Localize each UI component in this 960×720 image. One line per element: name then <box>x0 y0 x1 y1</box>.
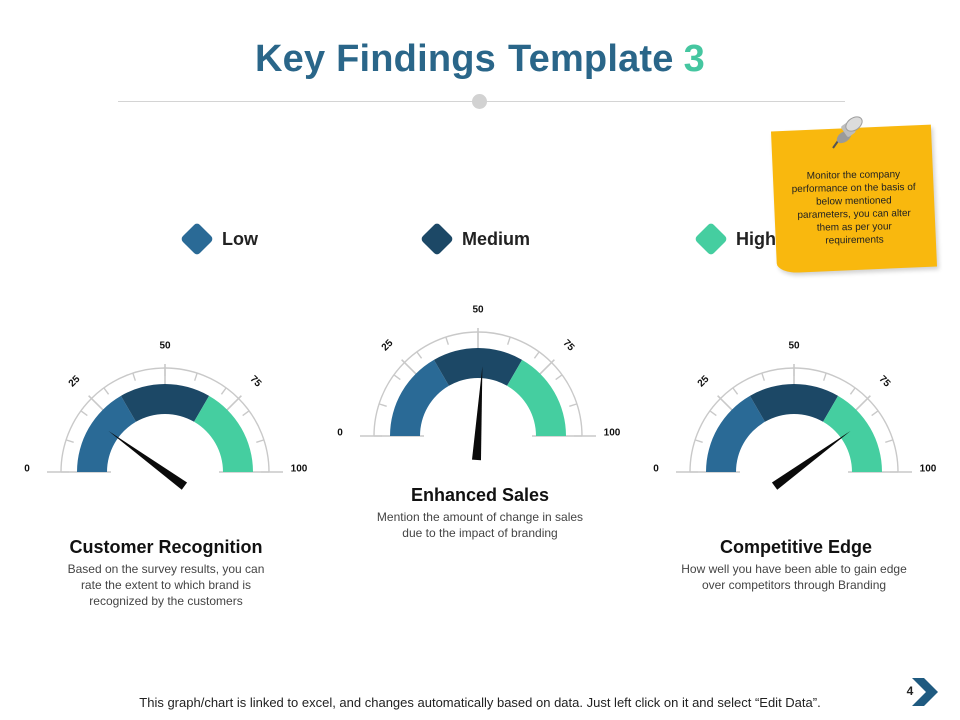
enhanced-sales-tick <box>555 374 563 381</box>
competitive-edge-tick <box>822 372 827 381</box>
gauge-svg-competitive-edge: 0 25 50 75 100 <box>653 341 937 490</box>
gauge-customer-recognition: 0 25 50 75 100 <box>24 330 315 490</box>
title-part1: Key Findings <box>255 38 497 80</box>
competitive-edge-needle <box>771 430 851 490</box>
competitive-edge-tick <box>732 387 739 395</box>
legend-item-low: Low <box>180 222 258 256</box>
customer-recognition-tick-label-50: 50 <box>159 341 171 352</box>
customer-recognition-band-high <box>194 395 253 472</box>
customer-recognition-tick <box>103 387 110 395</box>
customer-recognition-tick-label-0: 0 <box>24 464 30 475</box>
enhanced-sales-needle <box>472 366 483 461</box>
customer-recognition-needle <box>108 430 188 490</box>
competitive-edge-tick-label-25: 25 <box>696 373 712 389</box>
footer-note: This graph/chart is linked to excel, and… <box>139 695 821 710</box>
enhanced-sales-tick <box>506 336 511 345</box>
customer-recognition-title: Customer Recognition <box>69 537 263 557</box>
customer-recognition-band-medium <box>120 384 210 422</box>
customer-recognition-tick-label-25: 25 <box>67 373 83 389</box>
competitive-edge-band-high <box>823 395 882 472</box>
page-title: Key Findings Template 3 <box>0 38 960 81</box>
customer-recognition-tick <box>220 387 227 395</box>
competitive-edge-description: How well you have been able to gain edge… <box>681 562 907 592</box>
pushpin-icon <box>832 116 863 149</box>
competitive-edge-tick <box>885 439 894 444</box>
customer-recognition-description: Based on the survey results, you can rat… <box>67 562 265 608</box>
chevron-right-icon[interactable] <box>904 674 940 710</box>
enhanced-sales-tick <box>416 351 423 359</box>
customer-recognition-tick <box>193 372 198 381</box>
customer-recognition-band-low <box>77 395 136 472</box>
gauge-enhanced-sales: 0 25 50 75 100 <box>337 294 628 461</box>
enhanced-sales-tick-label-100: 100 <box>604 428 621 439</box>
page-number: 4 <box>906 684 914 698</box>
enhanced-sales-tick <box>445 336 450 345</box>
enhanced-sales-band-low <box>390 359 449 436</box>
competitive-edge-tick <box>871 410 879 417</box>
competitive-edge-tick-label-50: 50 <box>788 341 800 352</box>
enhanced-sales-description: Mention the amount of change in sales du… <box>376 510 584 540</box>
competitive-edge-tick <box>694 439 703 444</box>
divider-dot <box>472 94 487 109</box>
gauge-svg-customer-recognition: 0 25 50 75 100 <box>24 341 308 490</box>
legend-label-low: Low <box>222 228 258 249</box>
enhanced-sales-tick-label-75: 75 <box>561 338 577 354</box>
enhanced-sales-tick <box>533 351 540 359</box>
competitive-edge-tick-label-75: 75 <box>877 374 893 390</box>
competitive-edge-tick-label-100: 100 <box>920 464 937 475</box>
legend-swatch-low <box>180 222 214 256</box>
customer-recognition-tick <box>65 439 74 444</box>
enhanced-sales-tick <box>569 403 578 408</box>
legend-label-high: High <box>736 228 776 249</box>
title-number: 3 <box>683 38 705 80</box>
customer-recognition-tick-label-100: 100 <box>291 464 308 475</box>
enhanced-sales-title: Enhanced Sales <box>410 485 550 505</box>
customer-recognition-tick <box>242 410 250 417</box>
competitive-edge-band-medium <box>749 384 839 422</box>
competitive-edge-tick <box>709 410 717 417</box>
enhanced-sales-tick <box>378 403 387 408</box>
enhanced-sales-band-medium <box>433 348 523 386</box>
gauge-svg-enhanced-sales: 0 25 50 75 100 <box>337 305 621 461</box>
customer-recognition-tick-label-75: 75 <box>248 374 264 390</box>
customer-recognition-tick <box>80 410 88 417</box>
competitive-edge-band-low <box>706 395 765 472</box>
competitive-edge-tick <box>761 372 766 381</box>
legend-swatch-medium <box>420 222 454 256</box>
competitive-edge-tick-label-0: 0 <box>653 464 659 475</box>
legend-label-medium: Medium <box>462 228 531 249</box>
title-part2: Template <box>508 38 674 80</box>
enhanced-sales-tick <box>393 374 401 381</box>
sticky-note-text: Monitor the company performance on the b… <box>791 169 916 247</box>
enhanced-sales-tick-label-0: 0 <box>337 428 343 439</box>
gauge-competitive-edge: 0 25 50 75 100 <box>653 330 944 490</box>
legend-item-medium: Medium <box>420 222 531 256</box>
competitive-edge-tick <box>849 387 856 395</box>
customer-recognition-tick <box>132 372 137 381</box>
legend-swatch-high <box>694 222 728 256</box>
customer-recognition-tick <box>256 439 265 444</box>
enhanced-sales-tick-label-50: 50 <box>472 305 484 316</box>
competitive-edge-title: Competitive Edge <box>719 537 873 557</box>
legend-item-high: High <box>694 222 776 256</box>
enhanced-sales-band-high <box>507 359 566 436</box>
enhanced-sales-tick-label-25: 25 <box>380 337 396 353</box>
